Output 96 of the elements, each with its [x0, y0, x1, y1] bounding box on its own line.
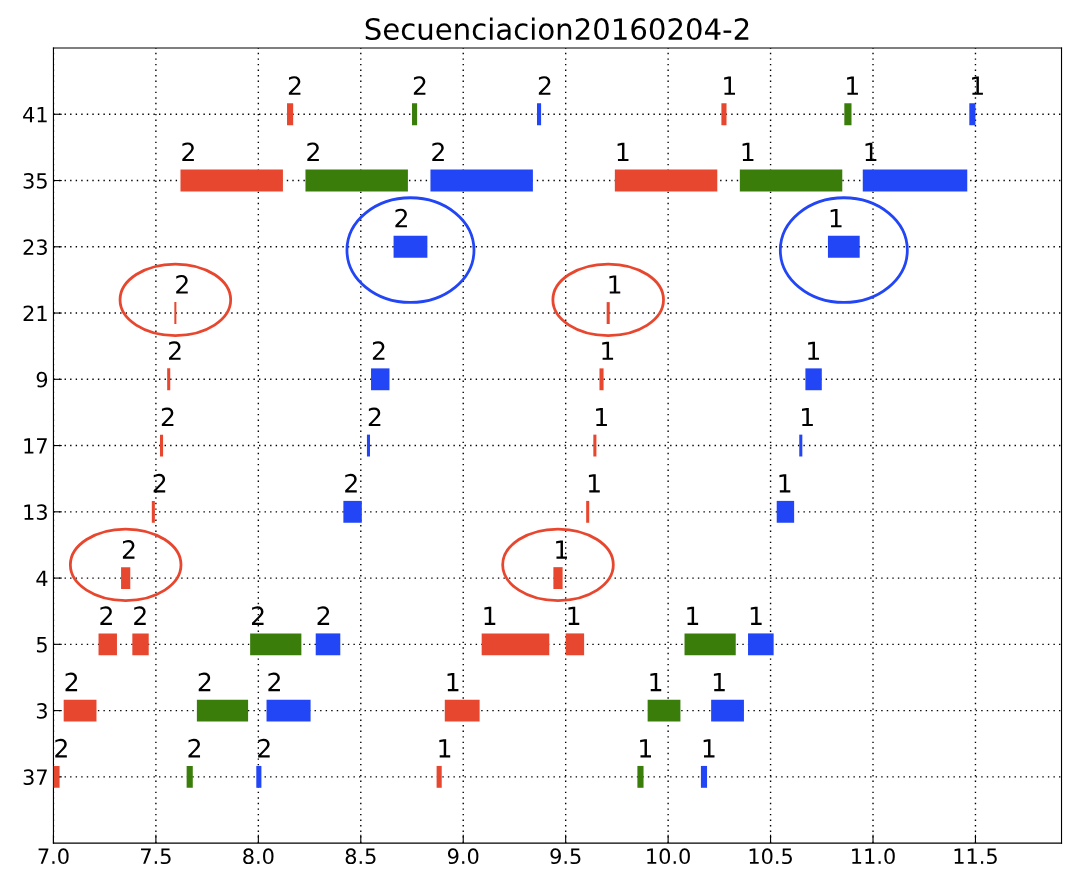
bar	[739, 169, 843, 192]
annotation: 2	[176, 275, 188, 294]
y-tick-label: 17	[24, 438, 47, 454]
annotation: 2	[432, 142, 444, 162]
annotation: 2	[65, 672, 78, 692]
annotation: 1	[687, 606, 699, 625]
bar	[121, 567, 131, 590]
bar	[266, 699, 311, 722]
y-tick-label: 35	[23, 172, 47, 189]
annotation: 1	[808, 341, 819, 360]
annotation: 2	[258, 738, 270, 758]
x-tick-label: 10.0	[647, 848, 690, 865]
annotation: 2	[372, 341, 385, 360]
bar	[98, 633, 117, 656]
x-tick-label: 11.0	[852, 848, 895, 865]
annotation: 1	[750, 606, 762, 625]
annotation: 2	[413, 76, 426, 95]
bar	[287, 103, 294, 126]
annotation: 2	[307, 142, 319, 162]
bar	[430, 169, 533, 192]
annotation: 2	[368, 407, 381, 427]
bar	[53, 765, 60, 788]
annotation: 2	[153, 473, 166, 493]
chart-title: Secuenciacion20160204-2	[365, 17, 749, 41]
annotation: 2	[538, 76, 551, 95]
annotation: 2	[134, 606, 146, 625]
annotation: 2	[198, 672, 211, 692]
annotation: 1	[640, 739, 651, 758]
annotation: 2	[55, 738, 67, 758]
annotation: 1	[596, 407, 607, 427]
bar	[180, 169, 283, 192]
bar	[711, 699, 744, 722]
y-tick-label: 37	[23, 769, 47, 786]
y-tick-label: 41	[23, 107, 47, 123]
annotation: 2	[345, 473, 357, 493]
annotation: 1	[588, 474, 600, 493]
annotation: 1	[617, 142, 629, 162]
bar	[862, 169, 968, 192]
y-tick-label: 4	[36, 570, 48, 586]
y-tick-label: 21	[23, 305, 47, 321]
x-tick-label: 7.0	[38, 848, 69, 865]
y-tick-label: 13	[24, 504, 47, 521]
bar	[167, 368, 171, 391]
annotation: 1	[779, 474, 791, 493]
x-tick-label: 8.0	[243, 848, 274, 865]
annotation: 1	[703, 739, 715, 758]
bar	[700, 765, 708, 788]
x-tick-label: 9.0	[447, 848, 479, 865]
annotation: 2	[161, 407, 174, 427]
annotation: 1	[724, 76, 735, 95]
y-tick-label: 3	[36, 703, 47, 719]
annotation: 2	[288, 76, 301, 95]
x-tick-label: 8.5	[345, 848, 376, 865]
annotation: 2	[395, 208, 407, 228]
annotation: 2	[317, 606, 330, 625]
x-tick-label: 7.5	[141, 848, 171, 865]
x-tick-label: 10.5	[749, 848, 792, 865]
annotation: 2	[251, 606, 264, 625]
bar	[637, 765, 644, 788]
x-tick-label: 9.5	[550, 848, 581, 865]
annotation: 2	[169, 341, 181, 360]
annotation: 1	[556, 540, 567, 559]
annotation: 1	[847, 76, 858, 95]
bar	[844, 103, 852, 126]
annotation: 1	[439, 739, 451, 758]
bar	[151, 500, 155, 523]
bar	[536, 103, 542, 126]
annotation: 2	[182, 142, 194, 162]
annotation: 1	[713, 672, 725, 692]
annotation: 1	[609, 275, 621, 294]
y-tick-label: 5	[36, 637, 47, 653]
annotation: 1	[568, 606, 580, 625]
bar	[63, 699, 97, 722]
y-tick-label: 9	[36, 371, 48, 388]
annotation: 1	[802, 407, 813, 427]
y-tick-label: 23	[23, 239, 47, 255]
bar	[684, 633, 736, 656]
x-tick-label: 11.5	[954, 848, 997, 865]
annotation: 1	[650, 672, 662, 692]
bar	[969, 103, 976, 126]
annotation: 1	[447, 672, 459, 692]
annotation: 1	[742, 142, 754, 162]
annotation: 1	[484, 606, 496, 625]
annotation: 1	[865, 142, 877, 162]
bar	[174, 302, 177, 324]
bar	[748, 633, 774, 656]
annotation: 2	[188, 738, 201, 758]
annotation: 1	[830, 209, 842, 228]
bar	[159, 434, 164, 457]
annotation: 2	[100, 606, 112, 625]
annotation: 1	[972, 76, 983, 95]
bar	[647, 699, 681, 722]
annotation: 2	[268, 672, 280, 692]
annotation: 1	[602, 341, 614, 360]
bar	[256, 765, 262, 788]
annotation: 2	[122, 540, 135, 559]
